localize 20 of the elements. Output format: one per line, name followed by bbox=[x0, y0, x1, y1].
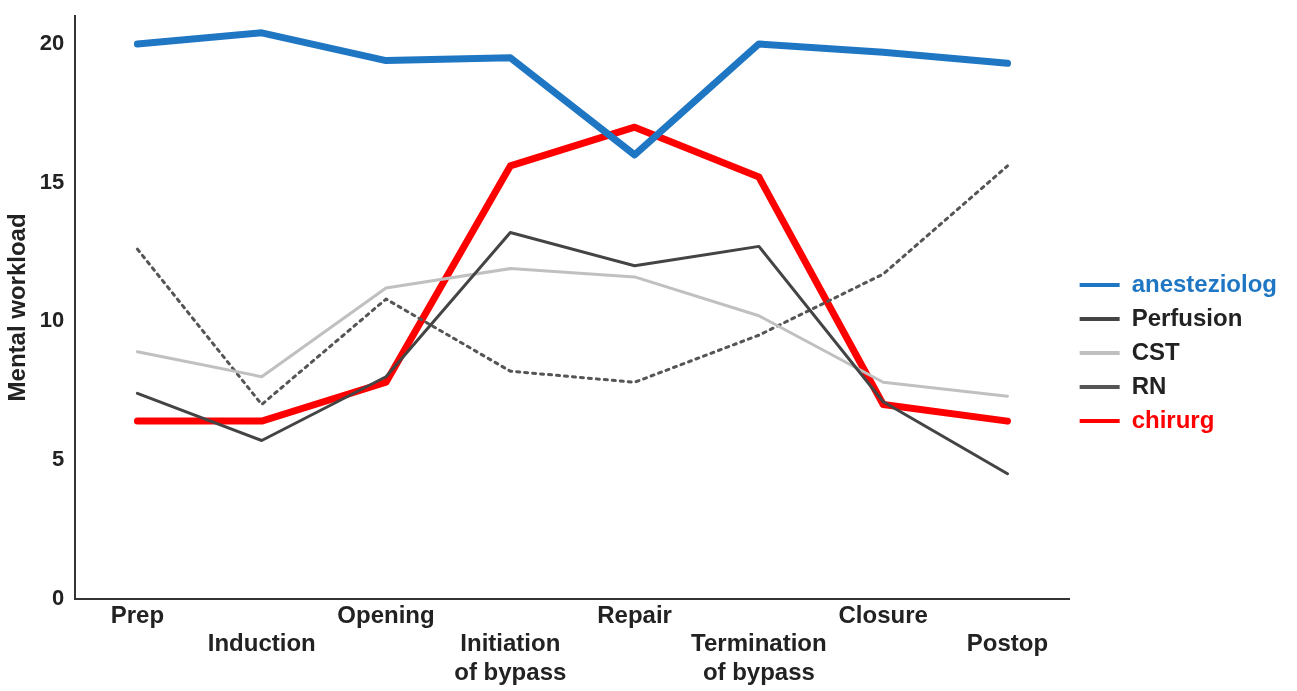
x-tick-label: Prep bbox=[110, 600, 165, 628]
legend-label: chirurg bbox=[1131, 405, 1215, 433]
y-axis-title: Mental workload bbox=[3, 213, 31, 402]
y-tick-label: 10 bbox=[39, 307, 65, 333]
line-series bbox=[135, 164, 1009, 406]
x-tick-label: Closure bbox=[838, 600, 928, 628]
y-tick-label: 15 bbox=[39, 168, 65, 194]
legend-label: CST bbox=[1131, 337, 1180, 365]
x-tick-label: Repair bbox=[597, 600, 672, 628]
x-tick-label: Termination of bypass bbox=[691, 629, 827, 686]
legend-label: anesteziolog bbox=[1131, 269, 1277, 297]
x-tick-label: Induction bbox=[207, 629, 316, 657]
y-tick-label: 20 bbox=[39, 30, 65, 55]
legend-label: Perfusion bbox=[1131, 303, 1243, 331]
x-tick-label: Initiation of bypass bbox=[454, 629, 567, 686]
y-tick-label: 0 bbox=[52, 584, 65, 610]
y-tick-label: 5 bbox=[52, 446, 65, 471]
x-tick-label: Postop bbox=[966, 629, 1049, 657]
legend-label: RN bbox=[1131, 371, 1167, 399]
x-tick-label: Opening bbox=[337, 600, 435, 628]
